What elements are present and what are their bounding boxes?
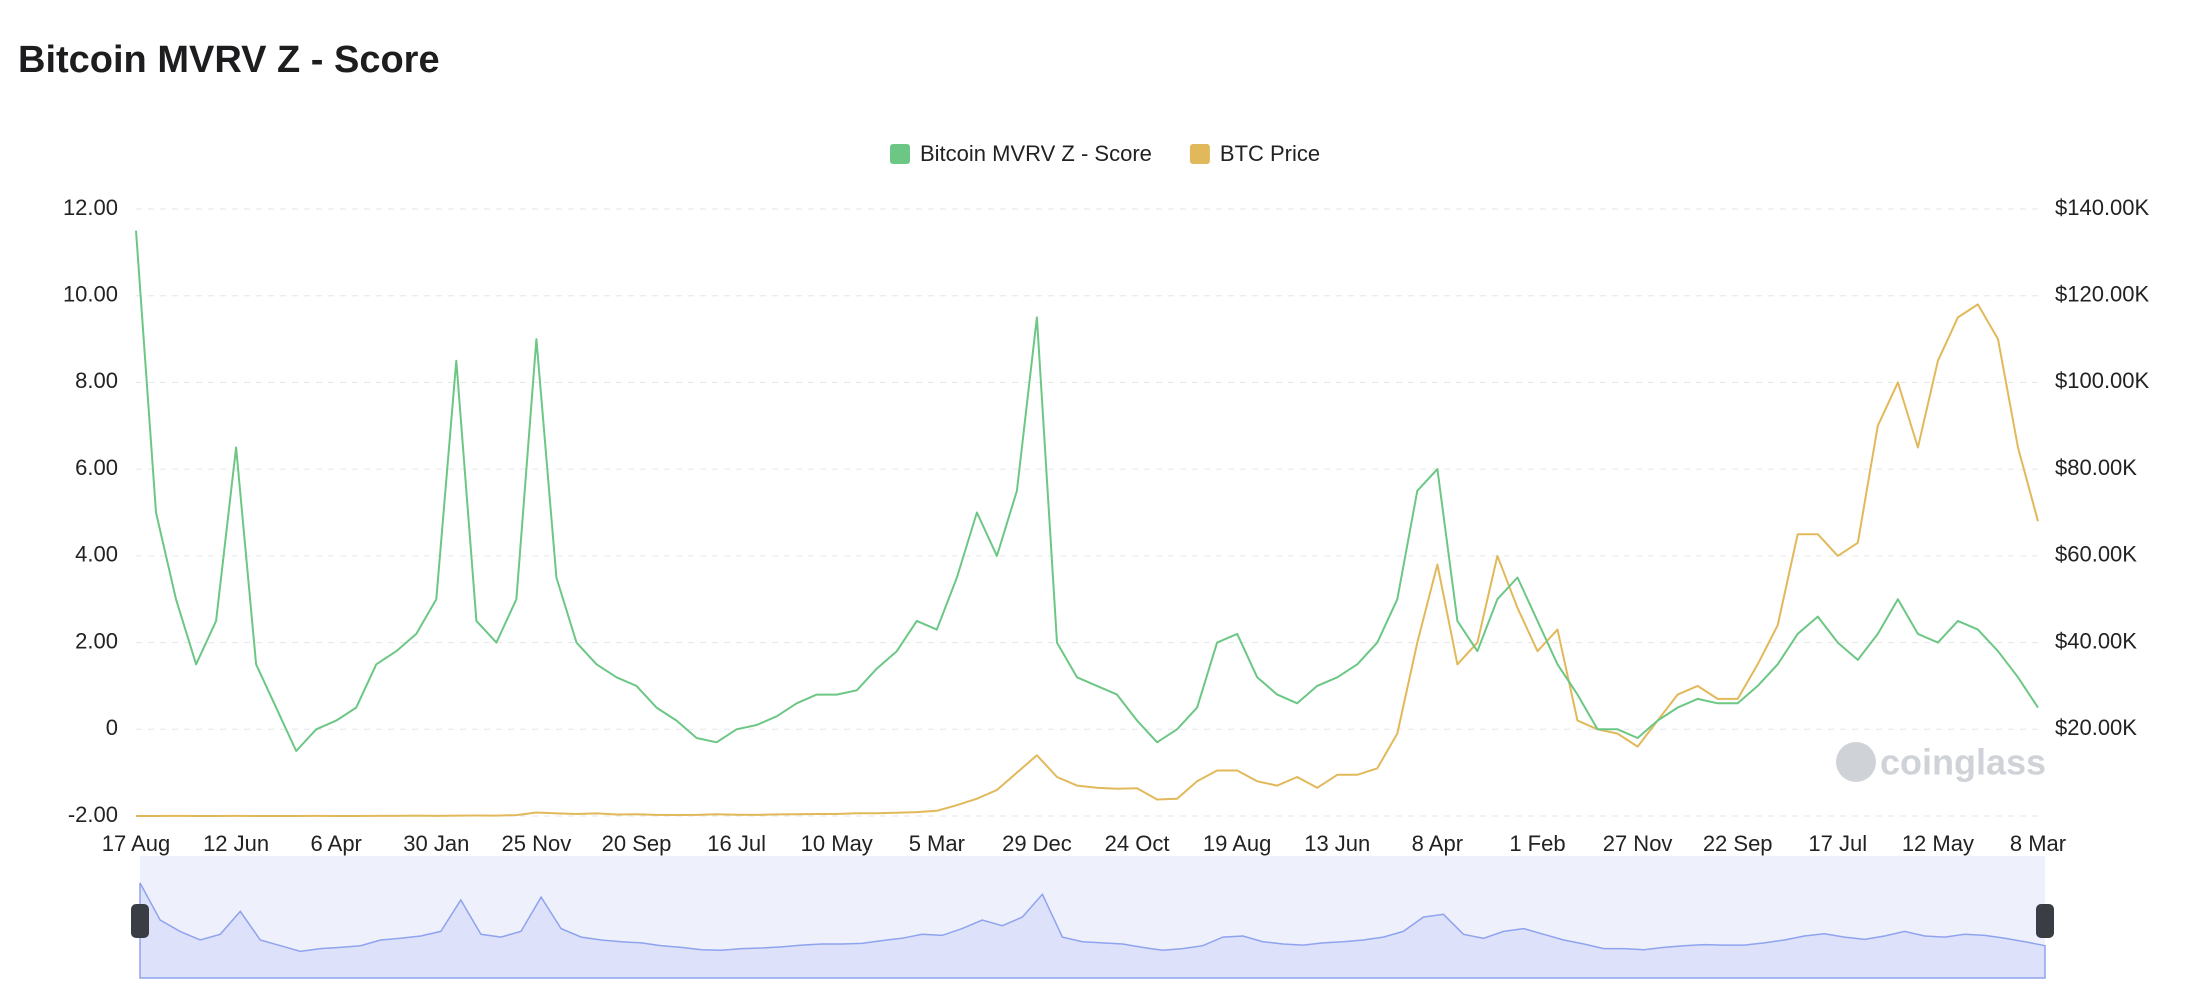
x-tick-label: 6 Apr: [311, 831, 362, 856]
x-tick-label: 12 Jun: [203, 831, 269, 856]
legend-label: BTC Price: [1220, 141, 1320, 166]
x-tick-label: 30 Jan: [403, 831, 469, 856]
x-tick-label: 29 Dec: [1002, 831, 1072, 856]
y2-tick-label: $80.00K: [2055, 455, 2137, 480]
y2-tick-label: $40.00K: [2055, 628, 2137, 653]
x-tick-label: 12 May: [1902, 831, 1974, 856]
y-tick-label: 0: [106, 715, 118, 740]
y2-tick-label: $100.00K: [2055, 368, 2150, 393]
y-tick-label: -2.00: [68, 802, 118, 827]
y-tick-label: 8.00: [75, 368, 118, 393]
legend-label: Bitcoin MVRV Z - Score: [920, 141, 1152, 166]
x-tick-label: 17 Aug: [102, 831, 171, 856]
x-tick-label: 24 Oct: [1105, 831, 1170, 856]
y-tick-label: 4.00: [75, 542, 118, 567]
watermark: coinglass: [1880, 742, 2046, 783]
x-tick-label: 19 Aug: [1203, 831, 1272, 856]
x-tick-label: 10 May: [801, 831, 873, 856]
y-tick-label: 6.00: [75, 455, 118, 480]
watermark-logo: [1836, 742, 1876, 782]
y2-tick-label: $60.00K: [2055, 542, 2137, 567]
x-tick-label: 22 Sep: [1703, 831, 1773, 856]
y2-tick-label: $20.00K: [2055, 715, 2137, 740]
navigator-handle[interactable]: [2036, 904, 2054, 938]
x-tick-label: 20 Sep: [602, 831, 672, 856]
x-tick-label: 16 Jul: [707, 831, 766, 856]
series-line: [136, 303, 2039, 817]
x-tick-label: 5 Mar: [909, 831, 965, 856]
legend-swatch: [890, 144, 910, 164]
legend-swatch: [1189, 144, 1210, 164]
y2-tick-label: $140.00K: [2055, 195, 2150, 220]
navigator-area: [139, 882, 2046, 979]
x-tick-label: 1 Feb: [1509, 831, 1565, 856]
x-tick-label: 25 Nov: [502, 831, 572, 856]
y2-tick-label: $120.00K: [2055, 282, 2150, 307]
x-tick-label: 8 Apr: [1412, 831, 1463, 856]
y-tick-label: 12.00: [63, 195, 118, 220]
navigator-handle[interactable]: [131, 904, 149, 938]
x-tick-label: 8 Mar: [2010, 831, 2066, 856]
series-line: [135, 230, 2039, 752]
x-tick-label: 17 Jul: [1808, 831, 1867, 856]
x-tick-label: 13 Jun: [1304, 831, 1370, 856]
chart-title: Bitcoin MVRV Z - Score: [18, 39, 440, 81]
x-tick-label: 27 Nov: [1603, 831, 1673, 856]
y-tick-label: 2.00: [75, 628, 118, 653]
y-tick-label: 10.00: [63, 282, 118, 307]
